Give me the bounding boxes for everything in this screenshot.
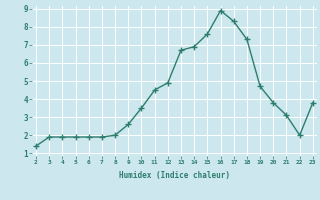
X-axis label: Humidex (Indice chaleur): Humidex (Indice chaleur) (119, 171, 230, 180)
